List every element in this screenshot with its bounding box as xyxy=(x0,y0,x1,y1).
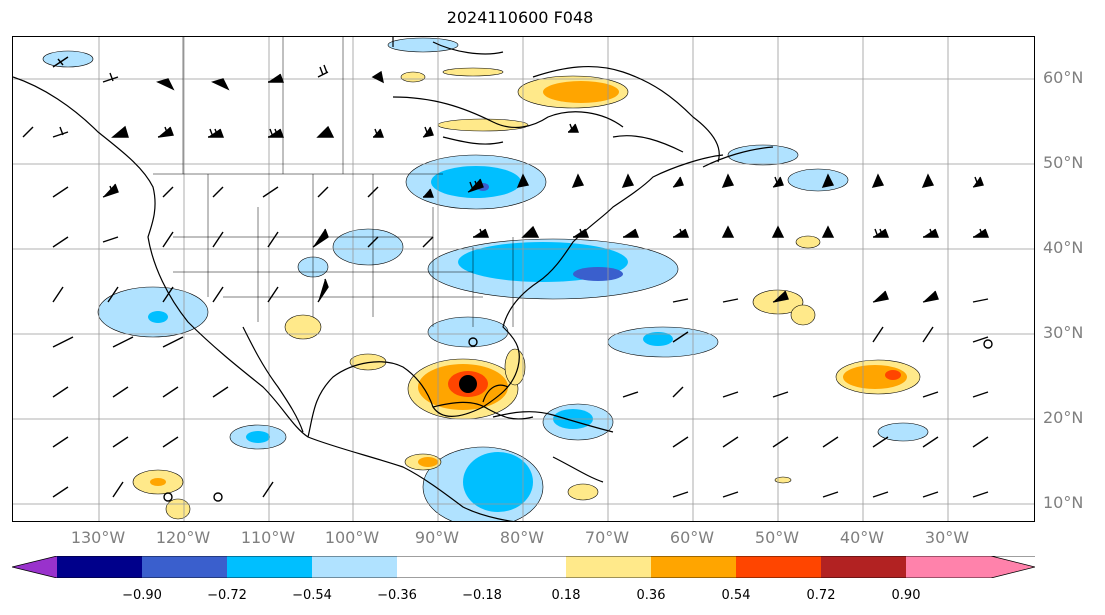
colorbar-bin xyxy=(566,556,651,578)
lon-label-120w: 120°W xyxy=(155,528,211,547)
lat-label-30n: 30°N xyxy=(1043,323,1084,342)
colorbar-tick: −0.72 xyxy=(207,588,247,603)
lon-label-60w: 60°W xyxy=(669,528,715,547)
lon-label-100w: 100°W xyxy=(324,528,380,547)
lon-label-80w: 80°W xyxy=(499,528,545,547)
colorbar-tick: 0.36 xyxy=(636,588,666,603)
lon-label-30w: 30°W xyxy=(924,528,970,547)
plot-title: 2024110600 F048 xyxy=(446,8,594,27)
colorbar-extend-high xyxy=(991,556,1035,578)
colorbar-bin xyxy=(821,556,906,578)
colorbar-tick: 0.18 xyxy=(551,588,581,603)
coastlines xyxy=(13,37,774,521)
lon-label-70w: 70°W xyxy=(584,528,630,547)
lat-label-60n: 60°N xyxy=(1043,68,1084,87)
wind-barbs xyxy=(22,56,993,502)
colorbar-tick: −0.36 xyxy=(377,588,417,603)
colorbar-tick: −0.18 xyxy=(462,588,502,603)
state-borders xyxy=(153,37,514,327)
colorbar-bin xyxy=(651,556,736,578)
colorbar-bin xyxy=(736,556,821,578)
lon-label-50w: 50°W xyxy=(754,528,800,547)
colorbar-bin xyxy=(142,556,227,578)
colorbar-tick: 0.72 xyxy=(806,588,836,603)
colorbar-tick: −0.54 xyxy=(292,588,332,603)
colorbar-bin xyxy=(227,556,312,578)
lat-label-20n: 20°N xyxy=(1043,408,1084,427)
colorbar-tick: 0.90 xyxy=(891,588,921,603)
shaded-field xyxy=(42,37,929,521)
lat-label-50n: 50°N xyxy=(1043,153,1084,172)
colorbar xyxy=(12,556,1035,578)
colorbar-bin xyxy=(312,556,397,578)
lat-label-40n: 40°N xyxy=(1043,238,1084,257)
map-panel xyxy=(12,36,1035,522)
storm-center-marker xyxy=(459,375,477,393)
colorbar-extend-low xyxy=(12,556,57,578)
colorbar-tick: 0.54 xyxy=(721,588,751,603)
lon-label-130w: 130°W xyxy=(70,528,126,547)
lon-label-110w: 110°W xyxy=(240,528,296,547)
colorbar-bin xyxy=(57,556,142,578)
lon-label-90w: 90°W xyxy=(414,528,460,547)
colorbar-bin xyxy=(906,556,991,578)
colorbar-tick: −0.90 xyxy=(122,588,162,603)
colorbar-bin xyxy=(397,556,566,578)
map-canvas xyxy=(13,37,1034,521)
lon-label-40w: 40°W xyxy=(839,528,885,547)
lat-label-10n: 10°N xyxy=(1043,493,1084,512)
